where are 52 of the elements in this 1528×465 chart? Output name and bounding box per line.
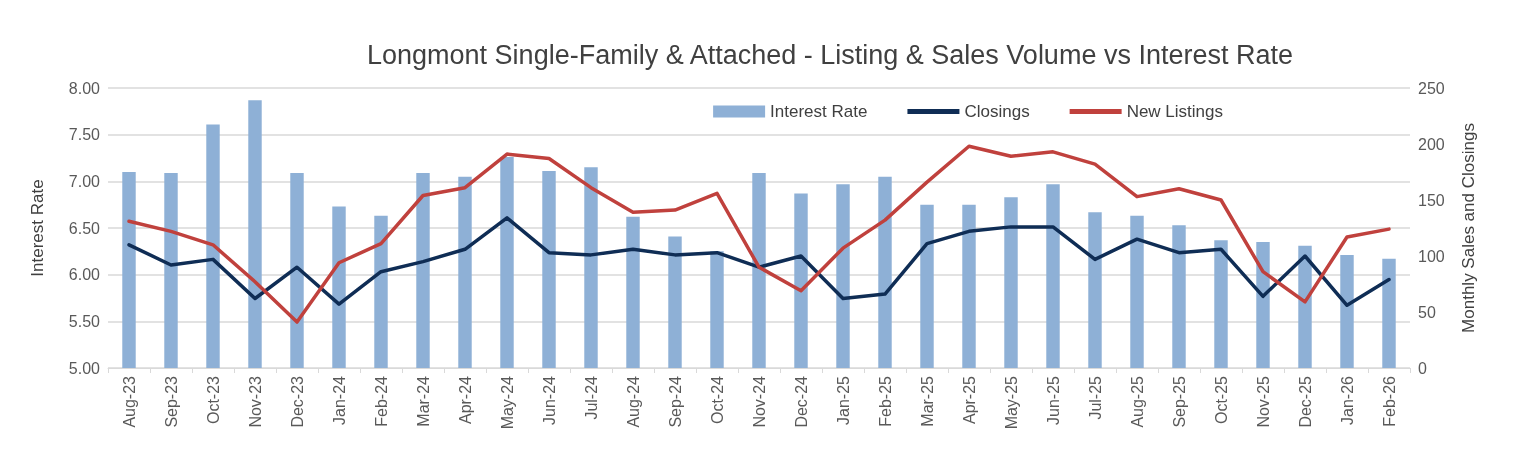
x-tick-label: Jul-25 [1086,375,1104,420]
x-tick-label: Nov-24 [750,375,768,428]
line-series [127,144,1391,324]
x-tick-label: Mar-25 [918,375,936,427]
x-tick-label: Aug-25 [1128,375,1146,428]
x-tick-label: Mar-24 [414,375,432,427]
x-tick-label: Jan-26 [1338,375,1356,425]
y-tick-label: 6.50 [68,219,101,237]
y-tick-label: 8.00 [68,79,101,97]
y2-tick-label: 150 [1418,191,1445,209]
y-tick-label: 7.50 [68,126,101,144]
y-tick-label: 6.00 [68,266,101,284]
legend-label: New Listings [1126,102,1223,121]
x-tick-label: Feb-25 [876,375,894,427]
y-tick-label: 5.50 [68,312,101,330]
x-tick-label: Jan-24 [330,375,348,425]
y2-axis-title: Monthly Sales and Closings [1459,123,1478,333]
x-tick-label: Nov-23 [246,375,264,428]
x-tick-label: Sep-23 [162,375,180,428]
x-tick-label: Oct-24 [708,375,726,425]
x-tick-label: Dec-25 [1296,375,1314,428]
x-tick-label: Jun-24 [540,375,558,425]
y2-tick-label: 250 [1418,79,1445,97]
legend-label: Interest Rate [770,102,868,121]
x-tick-label: Apr-25 [960,375,978,425]
x-tick-label: Dec-24 [792,375,810,428]
y2-tick-label: 0 [1418,359,1427,377]
x-tick-label: Nov-25 [1254,375,1272,428]
y2-tick-label: 200 [1418,135,1445,153]
x-tick-label: Feb-26 [1380,375,1398,427]
x-tick-label: May-25 [1002,375,1020,430]
legend-label: Closings [964,102,1030,121]
x-tick-label: Oct-23 [204,375,222,425]
y-axis-title: Interest Rate [28,179,47,277]
x-tick-label: Feb-24 [372,375,390,427]
x-tick-label: May-24 [498,375,516,430]
line-series [127,216,1391,308]
x-tick-label: Apr-24 [456,375,474,425]
x-tick-label: Jul-24 [582,375,600,420]
y-tick-label: 7.00 [68,172,101,190]
y-tick-label: 5.00 [68,359,101,377]
x-tick-label: Aug-23 [120,375,138,428]
y2-tick-label: 50 [1418,303,1436,321]
x-tick-label: Jan-25 [834,375,852,425]
x-tick-label: Jun-25 [1044,375,1062,425]
y2-tick-label: 100 [1418,247,1445,265]
x-tick-label: Sep-25 [1170,375,1188,428]
x-tick-label: Oct-25 [1212,375,1230,425]
x-tick-label: Dec-23 [288,375,306,428]
chart-title: Longmont Single-Family & Attached - Listing & Sales Volume vs Interest Rate [367,39,1293,70]
x-tick-label: Sep-24 [666,375,684,428]
x-tick-label: Aug-24 [624,375,642,428]
